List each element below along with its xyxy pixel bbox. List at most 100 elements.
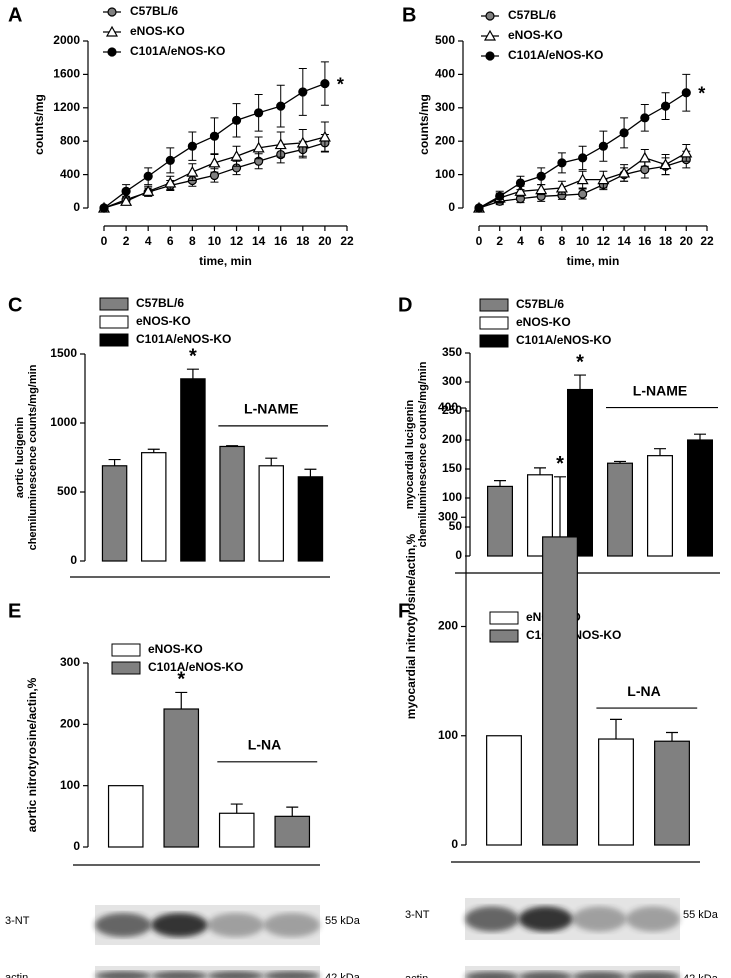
bar (606, 462, 633, 557)
blot-band (207, 971, 264, 978)
bar (654, 740, 690, 846)
group-label: L-NA (248, 737, 281, 753)
y-axis-label: chemiluminescence counts/mg/min (417, 361, 429, 547)
error-bar (666, 731, 678, 742)
blot-label: actin (5, 972, 28, 978)
y-axis-label: myocardial nitrotyrosine/actin,% (404, 533, 418, 719)
marker (640, 164, 650, 175)
marker (680, 146, 693, 158)
y-axis-label: counts/mg (32, 94, 46, 155)
y-tick-label: 400 (435, 67, 455, 81)
marker (474, 203, 484, 213)
significance-star: * (337, 74, 344, 94)
bar (542, 536, 578, 846)
legend-swatch (479, 334, 509, 348)
legend-label: C101A/eNOS-KO (516, 333, 611, 347)
error-bar (304, 468, 317, 477)
x-tick-label: 22 (700, 234, 714, 248)
y-axis-label: aortic nitrotyrosine/actin,% (25, 677, 39, 832)
blot-size: 55 kDa (325, 915, 361, 927)
y-tick-label: 200 (60, 717, 80, 731)
y-tick-label: 400 (60, 167, 80, 181)
bar (101, 465, 128, 562)
bar (258, 465, 284, 562)
blot-band (95, 971, 152, 978)
x-tick-label: 4 (145, 234, 152, 248)
blot-background (465, 966, 680, 978)
legend-label: C57BL/6 (130, 4, 178, 18)
blot-size: 42 kDa (325, 972, 361, 978)
legend-label: C101A/eNOS-KO (130, 44, 225, 58)
x-tick-label: 18 (296, 234, 310, 248)
legend-swatch (489, 629, 519, 643)
marker (640, 113, 650, 123)
y-axis-label: counts/mg (417, 94, 431, 155)
marker (320, 78, 330, 89)
y-tick-label: 200 (442, 432, 462, 446)
y-tick-label: 0 (73, 200, 80, 214)
x-tick-label: 16 (274, 234, 288, 248)
significance-star: * (576, 351, 584, 373)
panel-letter: B (402, 4, 416, 26)
blot-band (626, 906, 680, 932)
x-tick-label: 18 (659, 234, 673, 248)
marker (515, 178, 526, 188)
y-tick-label: 100 (442, 490, 462, 504)
marker (598, 141, 608, 151)
legend-swatch (99, 333, 129, 347)
marker (99, 203, 109, 213)
bar (598, 738, 634, 846)
legend-swatch (489, 611, 519, 625)
blot-band (263, 913, 320, 937)
marker (209, 131, 220, 141)
bar (163, 708, 200, 848)
marker (208, 156, 221, 168)
y-tick-label: 1000 (50, 415, 77, 429)
legend-label: C101A/eNOS-KO (136, 332, 231, 346)
blot-band (518, 906, 573, 932)
y-tick-label: 250 (442, 403, 462, 417)
y-tick-label: 0 (70, 553, 77, 567)
x-tick-label: 12 (597, 234, 611, 248)
marker (296, 136, 309, 148)
marker (230, 149, 243, 161)
y-tick-label: 800 (60, 133, 80, 147)
error-bar (694, 433, 706, 440)
x-tick-label: 22 (340, 234, 354, 248)
legend-swatch (99, 297, 129, 311)
error-bar (534, 467, 546, 475)
x-tick-label: 14 (252, 234, 266, 248)
y-tick-label: 300 (60, 655, 80, 669)
y-tick-label: 1500 (50, 346, 77, 360)
marker (659, 158, 672, 170)
y-tick-label: 0 (448, 200, 455, 214)
bar (486, 735, 522, 846)
marker (660, 101, 671, 111)
significance-star: * (177, 669, 185, 691)
marker (597, 173, 610, 185)
significance-star: * (189, 345, 197, 367)
marker (186, 165, 199, 177)
x-tick-label: 10 (576, 234, 590, 248)
blot-band (151, 913, 208, 937)
y-tick-label: 350 (442, 345, 462, 359)
marker (514, 185, 527, 196)
blot-size: 55 kDa (683, 909, 719, 921)
blot-band (465, 906, 519, 932)
blot-band (263, 971, 320, 978)
marker (254, 108, 264, 118)
y-tick-label: 150 (442, 461, 462, 475)
blot-size: 42 kDa (683, 973, 719, 978)
legend-swatch (479, 316, 509, 330)
x-tick-label: 8 (189, 234, 196, 248)
x-tick-label: 0 (101, 234, 108, 248)
error-bar (286, 806, 299, 817)
y-tick-label: 200 (435, 133, 455, 147)
error-bar (230, 803, 243, 814)
legend-swatch (99, 315, 129, 329)
x-tick-label: 16 (638, 234, 652, 248)
bar (686, 439, 713, 557)
bar (646, 455, 673, 557)
x-tick-label: 20 (318, 234, 332, 248)
